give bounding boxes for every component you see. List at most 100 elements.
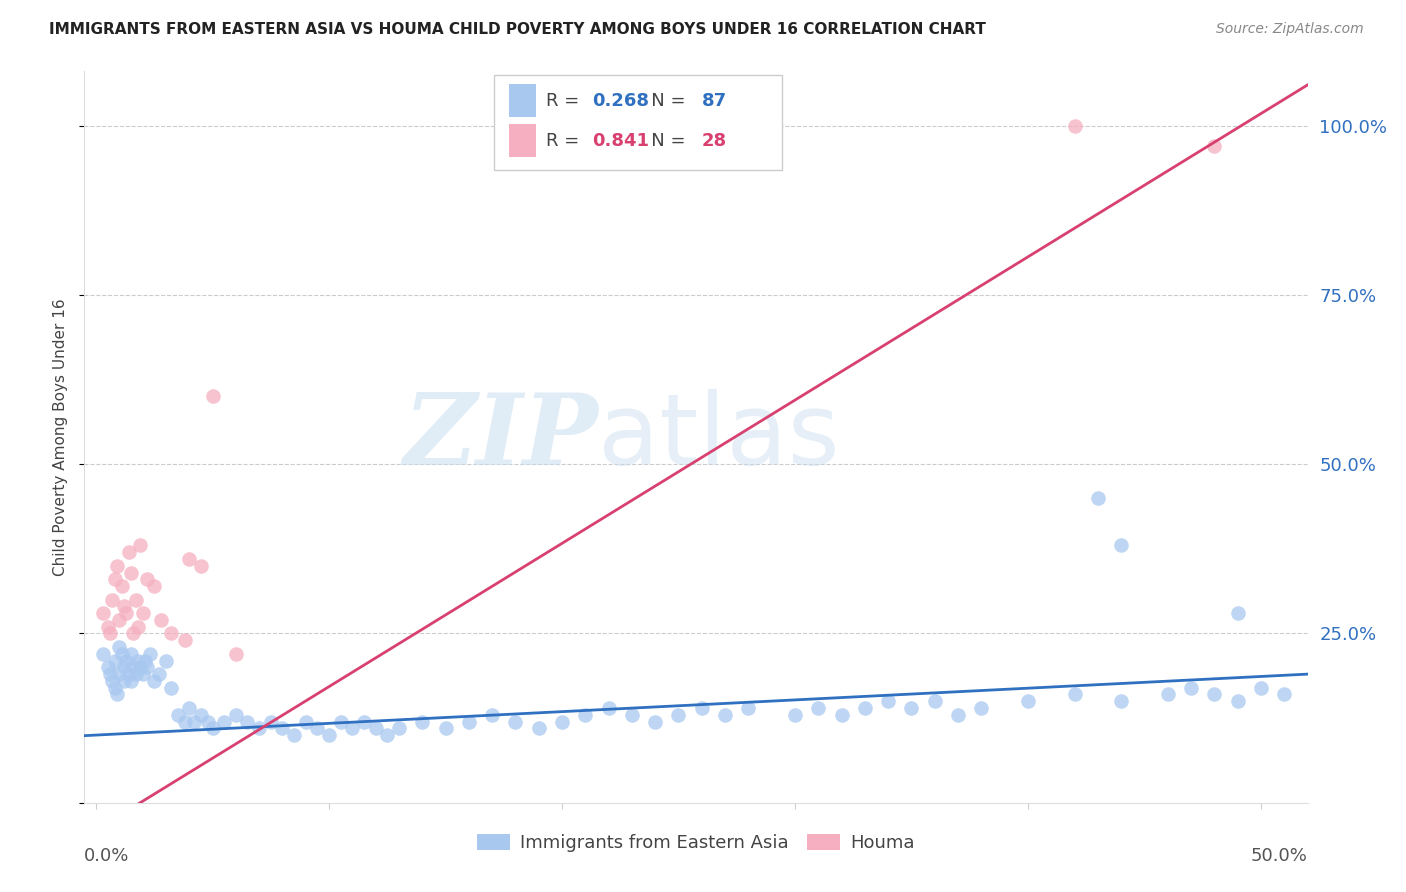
- Text: N =: N =: [634, 92, 690, 110]
- Point: [307, 721, 329, 735]
- Text: 0.0%: 0.0%: [84, 847, 129, 864]
- Point: [1226, 694, 1249, 708]
- Point: [375, 728, 398, 742]
- Point: [481, 707, 503, 722]
- Point: [120, 673, 142, 688]
- Y-axis label: Child Poverty Among Boys Under 16: Child Poverty Among Boys Under 16: [53, 298, 69, 576]
- Point: [115, 606, 138, 620]
- Text: 28: 28: [702, 132, 727, 150]
- Text: atlas: atlas: [598, 389, 839, 485]
- Point: [115, 654, 138, 668]
- Text: 87: 87: [702, 92, 727, 110]
- Point: [294, 714, 316, 729]
- Point: [946, 707, 969, 722]
- Point: [105, 558, 128, 573]
- Point: [129, 538, 152, 552]
- Point: [212, 714, 235, 729]
- Point: [104, 681, 127, 695]
- Point: [598, 701, 620, 715]
- Point: [247, 721, 270, 735]
- Point: [1063, 688, 1085, 702]
- Point: [1063, 119, 1085, 133]
- Point: [551, 714, 574, 729]
- Point: [120, 566, 142, 580]
- Point: [457, 714, 479, 729]
- Point: [1017, 694, 1039, 708]
- Legend: Immigrants from Eastern Asia, Houma: Immigrants from Eastern Asia, Houma: [470, 827, 922, 860]
- Point: [136, 572, 159, 586]
- Point: [807, 701, 830, 715]
- Point: [112, 673, 135, 688]
- Point: [155, 654, 177, 668]
- Point: [112, 660, 135, 674]
- Point: [1109, 538, 1132, 552]
- Point: [179, 552, 201, 566]
- Point: [225, 707, 247, 722]
- Point: [190, 558, 212, 573]
- Point: [1087, 491, 1109, 505]
- Point: [690, 701, 713, 715]
- Point: [970, 701, 993, 715]
- Text: 50.0%: 50.0%: [1251, 847, 1308, 864]
- Point: [91, 606, 114, 620]
- Point: [1180, 681, 1202, 695]
- Point: [434, 721, 457, 735]
- Point: [124, 592, 146, 607]
- Point: [105, 688, 128, 702]
- FancyBboxPatch shape: [494, 75, 782, 170]
- Point: [877, 694, 900, 708]
- Point: [1157, 688, 1180, 702]
- Point: [900, 701, 922, 715]
- Point: [111, 647, 134, 661]
- Point: [388, 721, 411, 735]
- Point: [122, 660, 145, 674]
- Point: [283, 728, 305, 742]
- Text: Source: ZipAtlas.com: Source: ZipAtlas.com: [1216, 22, 1364, 37]
- Point: [668, 707, 690, 722]
- Text: N =: N =: [634, 132, 690, 150]
- Point: [120, 647, 142, 661]
- Point: [112, 599, 135, 614]
- Point: [1204, 139, 1226, 153]
- Point: [924, 694, 946, 708]
- Point: [124, 667, 146, 681]
- Text: 0.268: 0.268: [592, 92, 650, 110]
- Point: [853, 701, 876, 715]
- FancyBboxPatch shape: [509, 84, 536, 117]
- Text: R =: R =: [546, 132, 585, 150]
- Point: [783, 707, 806, 722]
- Point: [197, 714, 219, 729]
- Point: [143, 673, 166, 688]
- Point: [225, 647, 247, 661]
- Point: [108, 613, 131, 627]
- Point: [98, 667, 121, 681]
- Point: [364, 721, 387, 735]
- Point: [179, 701, 201, 715]
- Point: [644, 714, 666, 729]
- Point: [173, 714, 195, 729]
- Point: [329, 714, 352, 729]
- Point: [714, 707, 737, 722]
- Point: [1272, 688, 1295, 702]
- Point: [148, 667, 170, 681]
- Point: [353, 714, 375, 729]
- Point: [236, 714, 259, 729]
- Text: 0.841: 0.841: [592, 132, 650, 150]
- Point: [1226, 606, 1249, 620]
- Point: [831, 707, 853, 722]
- Point: [201, 389, 224, 403]
- Text: ZIP: ZIP: [404, 389, 598, 485]
- Point: [1204, 688, 1226, 702]
- Point: [159, 681, 181, 695]
- Point: [104, 572, 127, 586]
- Point: [108, 667, 131, 681]
- Point: [201, 721, 224, 735]
- Point: [108, 640, 131, 654]
- Point: [411, 714, 433, 729]
- Point: [122, 626, 145, 640]
- Point: [97, 620, 120, 634]
- Point: [737, 701, 759, 715]
- Point: [1250, 681, 1272, 695]
- Point: [131, 667, 153, 681]
- Point: [98, 626, 121, 640]
